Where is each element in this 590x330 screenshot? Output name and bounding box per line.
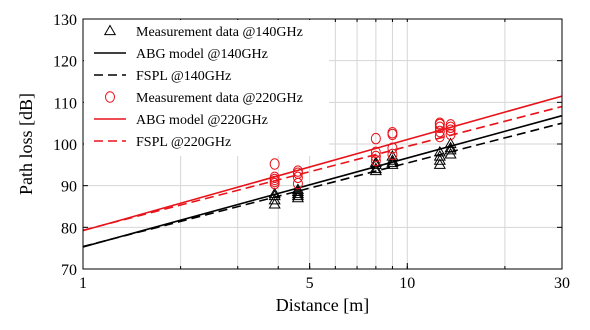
legend-label: FSPL @140GHz <box>136 69 231 84</box>
y-axis-title: Path loss [dB] <box>16 93 36 195</box>
data-point-circle <box>370 150 381 163</box>
data-point-triangle <box>444 137 457 149</box>
series-line <box>82 95 563 232</box>
series-line <box>82 105 563 232</box>
data-point-circle <box>445 119 456 131</box>
data-point-circle <box>269 171 280 184</box>
legend-marker-circle <box>105 91 115 103</box>
data-point-triangle <box>291 185 305 196</box>
data-point-triangle <box>369 158 382 169</box>
legend-label: ABG model @220GHz <box>136 113 268 128</box>
legend-label: FSPL @220GHz <box>136 135 231 150</box>
data-point-circle <box>370 154 381 167</box>
x-tick-label: 30 <box>554 275 570 292</box>
data-point-circle <box>387 142 398 154</box>
data-point-triangle <box>268 187 281 199</box>
x-axis-title: Distance [m] <box>276 295 369 315</box>
data-point-circle <box>370 146 381 159</box>
y-tick-label: 120 <box>53 54 77 71</box>
legend-label: ABG model @140GHz <box>136 47 268 62</box>
data-point-circle <box>434 121 445 134</box>
legend-marker-triangle <box>103 24 117 36</box>
data-point-circle <box>370 132 381 145</box>
legend: Measurement data @140GHz ABG model @140GH… <box>84 20 329 156</box>
data-point-circle <box>292 165 303 177</box>
data-point-triangle <box>444 143 457 155</box>
series-line <box>82 122 563 248</box>
x-tick-label: 5 <box>306 275 314 292</box>
y-tick-label: 90 <box>61 179 77 196</box>
y-tick-label: 80 <box>61 220 77 237</box>
data-point-circle <box>445 124 456 136</box>
data-point-circle <box>434 117 445 129</box>
data-point-triangle <box>268 189 281 201</box>
data-point-triangle <box>291 183 305 194</box>
data-point-triangle <box>433 145 446 157</box>
data-point-triangle <box>369 164 382 176</box>
legend-label: Measurement data @220GHz <box>136 91 303 106</box>
data-point-circle <box>434 130 445 143</box>
data-point-circle <box>434 125 445 138</box>
legend-label: Measurement data @140GHz <box>136 25 303 40</box>
data-point-circle <box>292 171 303 184</box>
x-tick-label: 10 <box>399 275 415 292</box>
data-point-triangle <box>386 156 399 167</box>
data-point-circle <box>269 158 280 170</box>
series-line <box>82 114 563 248</box>
y-tick-label: 130 <box>53 12 77 29</box>
data-point-circle <box>445 128 456 141</box>
y-tick-label: 100 <box>53 137 77 154</box>
y-tick-label: 110 <box>54 95 77 112</box>
plot-series <box>82 95 563 248</box>
legend-box <box>84 20 329 156</box>
x-tick-label: 1 <box>79 275 87 292</box>
y-tick-label: 70 <box>61 262 77 279</box>
data-point-circle <box>387 148 398 161</box>
data-point-circle <box>387 127 398 139</box>
axis-ticks: 70 80 90 100 110 120 130 1 5 10 30 <box>53 12 570 292</box>
